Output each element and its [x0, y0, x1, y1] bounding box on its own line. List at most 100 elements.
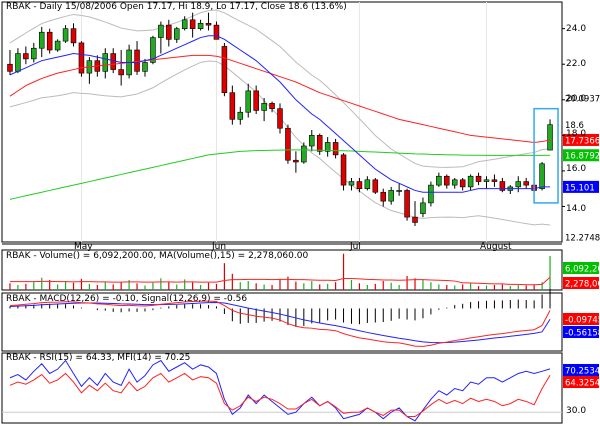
candle-body — [253, 90, 259, 111]
candle-body — [539, 163, 545, 189]
price-tick-24: 24.0 — [566, 24, 586, 34]
macd-marker-bg — [563, 326, 599, 338]
candle-body — [475, 175, 482, 182]
candle-body — [158, 24, 164, 38]
candle-body — [420, 202, 426, 214]
candle-body — [38, 31, 45, 49]
candle-body — [459, 179, 466, 188]
candle-body — [54, 40, 61, 51]
price-marker-label: 12.2748 — [565, 234, 600, 244]
candle-body — [372, 179, 379, 193]
ma-mid-line — [9, 54, 551, 143]
price-marker-bg — [563, 149, 599, 162]
rsi-line — [9, 372, 551, 418]
price-marker-label: 17.7366 — [565, 136, 600, 146]
candle-body — [7, 63, 13, 72]
candle-body — [15, 53, 21, 72]
price-marker-label: 20.0937 — [565, 95, 600, 105]
rsi-marker-bg — [563, 364, 599, 376]
ma-fast-line — [9, 35, 551, 193]
macd-line — [9, 300, 551, 347]
candle-body — [269, 103, 275, 109]
candle-body — [467, 175, 474, 188]
candle-body — [428, 184, 434, 204]
x-label-august: August — [480, 242, 512, 252]
price-marker-label: 18.6 — [565, 121, 584, 131]
price-tick-14: 14.0 — [566, 204, 586, 214]
chart-title: RBAK - Daily 15/08/2006 Open 17.17, Hi 1… — [6, 2, 347, 12]
macd-marker-label: -0.09745 — [565, 316, 600, 326]
x-label-may: May — [74, 242, 93, 252]
candle-body — [523, 181, 529, 186]
candle-body — [237, 111, 244, 120]
candle-body — [388, 190, 394, 202]
volume-label: RBAK - Volume() = 6,092,200.00, MA(Volum… — [6, 251, 308, 261]
candle-body — [491, 179, 498, 182]
candle-body — [309, 135, 315, 147]
candle-body — [293, 159, 299, 163]
candle-body — [277, 108, 283, 129]
price-tick-22: 22.0 — [566, 59, 586, 69]
price-marker-bg — [563, 180, 599, 193]
candle-body — [181, 19, 188, 29]
candle-body — [142, 62, 148, 72]
candle-body — [245, 90, 251, 113]
candle-body — [285, 127, 291, 161]
ma-slow-line — [9, 149, 551, 200]
candle-body — [166, 24, 172, 40]
candle-body — [348, 181, 355, 186]
candle-body — [46, 31, 53, 51]
rsi-label: RBAK - RSI(15) = 64.33, MFI(14) = 70.25 — [6, 353, 190, 363]
candle-body — [221, 46, 228, 93]
volume-marker-label: 6,092,20 — [565, 265, 600, 275]
price-marker-bg — [563, 231, 599, 244]
price-marker-bg — [563, 118, 599, 131]
price-marker-label: 16.8792 — [565, 152, 600, 162]
candle-body — [31, 47, 37, 60]
rsi-marker-label: 64.3254 — [565, 379, 600, 389]
mfi-line — [9, 359, 551, 422]
candle-body — [380, 191, 387, 202]
candle-body — [301, 145, 307, 163]
candle-body — [102, 53, 109, 72]
candle-body — [356, 181, 363, 189]
macd-marker-bg — [563, 313, 599, 325]
candle-body — [70, 28, 77, 44]
macd-signal-line — [9, 301, 551, 344]
volume-marker-label: 2,278,06 — [565, 280, 600, 290]
price-tick-20: 20.0 — [566, 94, 586, 104]
candle-body — [197, 23, 204, 29]
candle-body — [332, 142, 339, 156]
candle-body — [499, 181, 506, 191]
candle-body — [78, 42, 85, 74]
candle-body — [364, 179, 371, 189]
candle-body — [324, 142, 331, 152]
price-marker-bg — [563, 92, 599, 105]
candle-body — [316, 135, 323, 152]
highlight-box — [533, 107, 559, 204]
candle-body — [396, 190, 402, 192]
candle-body — [451, 179, 458, 186]
candle-body — [134, 49, 140, 72]
candle-body — [229, 92, 236, 120]
macd-label: RBAK - MACD(12,26) = -0.10, Signal(12,26… — [6, 294, 247, 304]
candle-body — [483, 179, 490, 182]
x-label-jul: Jul — [349, 242, 361, 252]
price-tick-16: 16.0 — [566, 164, 586, 174]
candle-body — [173, 28, 180, 40]
price-marker-label: 15.101 — [565, 183, 595, 193]
candle-body — [150, 37, 156, 63]
candle-body — [118, 69, 124, 76]
rsi-marker-bg — [563, 376, 599, 388]
candle-body — [436, 175, 442, 186]
volume-ma-line — [9, 276, 551, 286]
candle-body — [62, 28, 69, 42]
x-label-jun: Jun — [211, 242, 226, 252]
candle-body — [189, 19, 196, 29]
rsi-tick-30: 30.0 — [566, 406, 586, 416]
panel-rsi — [1, 352, 563, 424]
candle-body — [515, 181, 522, 188]
price-marker-bg — [563, 133, 599, 146]
